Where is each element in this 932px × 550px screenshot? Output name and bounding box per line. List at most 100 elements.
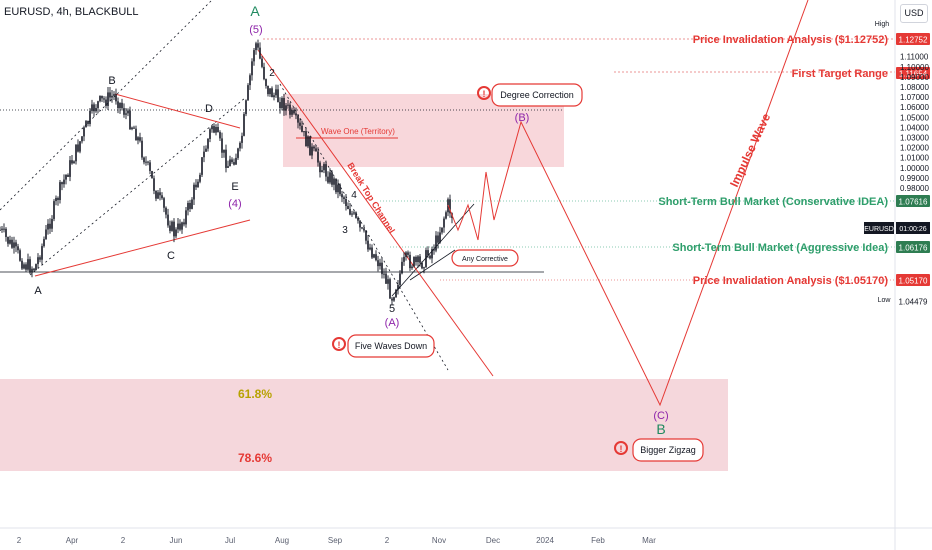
price-candle [173, 221, 175, 237]
price-candle [45, 229, 47, 240]
price-candle [397, 284, 399, 290]
price-candle [69, 160, 71, 177]
price-candle [253, 50, 255, 62]
price-candle [165, 207, 167, 215]
y-tick-label: 1.08000 [900, 83, 929, 92]
price-candle [155, 190, 157, 199]
price-candle [267, 85, 269, 95]
idea-icon-mark: ! [338, 340, 341, 350]
price-candle [429, 255, 431, 259]
wave-label: E [231, 181, 238, 193]
price-candle [275, 89, 277, 96]
price-candle [161, 195, 163, 199]
price-candle [257, 43, 259, 48]
y-tick-label: 1.10000 [900, 63, 929, 72]
price-candle [353, 212, 355, 214]
y-tick-label: 1.02000 [900, 144, 929, 153]
price-candle [77, 144, 79, 152]
wave-label: (4) [228, 198, 241, 210]
idea-icon-mark: ! [483, 89, 486, 99]
price-candle [11, 239, 13, 248]
price-candle [233, 162, 235, 165]
price-candle [175, 229, 177, 237]
price-candle [363, 228, 365, 231]
price-candle [21, 260, 23, 269]
price-candle [51, 218, 53, 229]
price-candle [241, 135, 243, 143]
price-candle [205, 148, 207, 152]
price-candle [181, 222, 183, 230]
callout-box [347, 334, 435, 358]
level-label: Short-Term Bull Market (Aggressive Idea) [672, 242, 888, 254]
triangle-lower-line [34, 219, 251, 277]
callout-label: Degree Correction [500, 90, 574, 100]
y-tick-label: 1.05000 [900, 113, 929, 122]
price-candle [415, 256, 417, 263]
price-candle [157, 192, 159, 199]
price-candle [377, 260, 379, 267]
price-candle [33, 268, 35, 271]
idea-icon [614, 441, 628, 455]
price-candle [393, 297, 395, 301]
price-candle [143, 157, 145, 163]
y-tick-label: 0.99000 [900, 174, 929, 183]
x-tick-label: 2024 [536, 536, 554, 545]
callout-box [632, 438, 704, 462]
x-tick-label: Aug [275, 536, 289, 545]
wave-label: (5) [249, 24, 262, 36]
price-candle [189, 202, 191, 209]
currency-button[interactable]: USD [900, 4, 928, 23]
price-candle [349, 208, 351, 215]
price-candle [427, 250, 429, 256]
price-tag-value: 1.12752 [899, 36, 928, 45]
price-candle [403, 256, 405, 262]
price-candle [229, 159, 231, 167]
price-candle [293, 110, 295, 114]
price-candle [207, 138, 209, 149]
price-candle [443, 218, 445, 228]
price-candle [357, 217, 359, 221]
price-candle [79, 141, 81, 152]
price-candle [367, 240, 369, 250]
price-candle [59, 182, 61, 201]
price-candle [387, 279, 389, 284]
price-candle [123, 108, 125, 115]
wave-label: B [108, 75, 115, 87]
price-candle [9, 239, 11, 244]
price-candle [231, 159, 233, 163]
price-candle [145, 161, 147, 163]
price-candle [375, 254, 377, 261]
price-candle [355, 212, 357, 218]
price-candle [359, 220, 361, 228]
price-candle [271, 88, 273, 98]
price-tag-bg [896, 33, 930, 45]
callout-label: Bigger Zigzag [640, 445, 696, 455]
price-tag-value: 1.07616 [899, 198, 928, 207]
price-candle [83, 127, 85, 137]
price-candle [383, 273, 385, 275]
price-candle [373, 254, 375, 258]
y-tick-label: 1.00000 [900, 164, 929, 173]
price-candle [199, 174, 201, 182]
x-tick-label: Jul [225, 536, 235, 545]
price-candle [391, 298, 393, 301]
symbol-title[interactable]: EURUSD, 4h, BLACKBULL [4, 6, 139, 18]
price-candle [321, 170, 323, 173]
price-candle [287, 104, 289, 106]
price-candle [93, 104, 95, 112]
price-candle [345, 198, 347, 207]
y-tick-label: 1.07000 [900, 93, 929, 102]
wave-label: (C) [653, 410, 668, 422]
price-candle [1, 228, 3, 230]
price-candle [49, 223, 51, 229]
price-candle [313, 146, 315, 149]
wave-label: 4 [351, 190, 357, 201]
channel-lower [29, 97, 246, 276]
price-candle [85, 121, 87, 128]
price-candle [41, 246, 43, 260]
price-candle [151, 171, 153, 179]
fib-label: 61.8% [238, 387, 272, 401]
price-candle [431, 249, 433, 259]
